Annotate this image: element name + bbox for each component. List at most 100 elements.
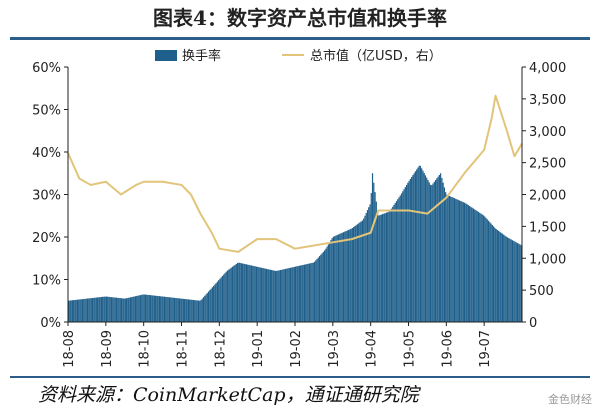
turnover-bar bbox=[476, 211, 478, 322]
turnover-bar bbox=[79, 299, 81, 322]
turnover-bar bbox=[182, 298, 184, 322]
left-tick-label: 20% bbox=[32, 231, 61, 246]
turnover-bar bbox=[485, 217, 487, 322]
turnover-bar bbox=[365, 212, 367, 322]
turnover-bar bbox=[426, 177, 428, 322]
turnover-bar bbox=[221, 275, 224, 322]
turnover-bar bbox=[211, 287, 213, 322]
turnover-bars bbox=[68, 165, 522, 323]
turnover-bar bbox=[409, 178, 411, 322]
turnover-bar bbox=[191, 299, 193, 322]
turnover-bar bbox=[144, 294, 147, 322]
turnover-bar bbox=[126, 298, 128, 322]
turnover-bar bbox=[201, 298, 203, 323]
turnover-bar bbox=[506, 237, 509, 322]
turnover-bar bbox=[196, 300, 198, 322]
turnover-bar bbox=[474, 209, 476, 323]
turnover-bar bbox=[297, 266, 299, 322]
turnover-bar bbox=[129, 297, 131, 322]
turnover-bar bbox=[364, 215, 366, 322]
turnover-bar bbox=[520, 245, 522, 322]
turnover-bar bbox=[461, 201, 463, 322]
turnover-bar bbox=[202, 297, 205, 322]
turnover-bar bbox=[283, 269, 285, 322]
turnover-bar bbox=[149, 295, 152, 322]
turnover-bar bbox=[69, 300, 71, 322]
turnover-bar bbox=[226, 270, 229, 322]
turnover-bar bbox=[200, 300, 202, 322]
turnover-bar bbox=[152, 295, 154, 322]
turnover-bar bbox=[486, 219, 488, 322]
turnover-bar bbox=[190, 299, 192, 322]
turnover-bar bbox=[516, 243, 519, 322]
turnover-bar bbox=[219, 278, 221, 322]
x-tick-label: 18-08 bbox=[62, 330, 77, 368]
x-axis-ticks: 18-08 18-09 18-10 18-11 18-12 19-01 19-02 19-03… bbox=[62, 322, 493, 368]
turnover-bar bbox=[311, 262, 313, 322]
x-tick-label: 19-05 bbox=[403, 330, 418, 368]
turnover-bar bbox=[262, 268, 264, 322]
turnover-bar bbox=[450, 196, 452, 322]
turnover-bar bbox=[234, 264, 236, 322]
turnover-bar bbox=[383, 213, 385, 323]
turnover-bar bbox=[120, 298, 123, 322]
turnover-bar bbox=[242, 263, 244, 322]
turnover-bar bbox=[469, 205, 471, 322]
turnover-bar bbox=[356, 224, 358, 322]
turnover-bar bbox=[389, 210, 391, 322]
turnover-bar bbox=[243, 263, 245, 322]
right-tick-label: 3,000 bbox=[529, 125, 566, 140]
turnover-bar bbox=[260, 267, 263, 322]
turnover-bar bbox=[418, 165, 420, 322]
turnover-bar bbox=[233, 265, 235, 322]
legend-label-market-cap: 总市值（亿USD，右） bbox=[310, 48, 442, 64]
turnover-bar bbox=[329, 242, 331, 322]
turnover-bar bbox=[100, 297, 102, 322]
turnover-bar bbox=[105, 296, 108, 322]
turnover-bar bbox=[380, 214, 382, 322]
turnover-bar bbox=[342, 232, 345, 322]
turnover-bar bbox=[229, 268, 231, 322]
turnover-bar bbox=[375, 201, 377, 322]
turnover-bar bbox=[165, 296, 167, 322]
turnover-bar bbox=[155, 295, 157, 322]
source-note: 资料来源：CoinMarketCap，通证通研究院 bbox=[38, 384, 419, 406]
turnover-bar bbox=[412, 175, 414, 322]
turnover-bar bbox=[187, 299, 190, 322]
turnover-bar bbox=[393, 204, 395, 322]
turnover-bar bbox=[104, 296, 106, 322]
turnover-bar bbox=[271, 270, 273, 322]
turnover-bar bbox=[228, 269, 230, 322]
turnover-bar bbox=[339, 233, 341, 322]
turnover-bar bbox=[451, 197, 453, 322]
turnover-bar bbox=[511, 240, 514, 322]
turnover-bar bbox=[170, 297, 172, 322]
turnover-bar bbox=[481, 214, 483, 322]
turnover-bar bbox=[434, 180, 437, 322]
turnover-bar bbox=[325, 248, 327, 322]
turnover-bar bbox=[267, 269, 269, 322]
turnover-bar bbox=[231, 266, 234, 322]
turnover-bar bbox=[408, 180, 410, 322]
turnover-bar bbox=[484, 216, 486, 322]
turnover-bar bbox=[369, 204, 371, 322]
turnover-bar bbox=[74, 299, 76, 322]
turnover-bar bbox=[73, 300, 75, 322]
turnover-bar bbox=[340, 233, 342, 322]
turnover-bar bbox=[424, 175, 427, 322]
turnover-bar bbox=[455, 198, 457, 322]
turnover-bar bbox=[118, 297, 120, 322]
turnover-bar bbox=[292, 267, 294, 322]
turnover-bar bbox=[394, 203, 396, 322]
turnover-bar bbox=[349, 229, 351, 322]
turnover-bar bbox=[277, 270, 279, 322]
turnover-bar bbox=[288, 268, 290, 322]
turnover-bar bbox=[168, 297, 171, 322]
turnover-bar bbox=[238, 262, 240, 322]
turnover-bar bbox=[214, 284, 216, 322]
turnover-bar bbox=[518, 243, 520, 322]
turnover-bar bbox=[371, 173, 374, 322]
turnover-bar bbox=[477, 211, 480, 322]
turnover-bar bbox=[268, 269, 270, 322]
turnover-bar bbox=[78, 299, 80, 322]
